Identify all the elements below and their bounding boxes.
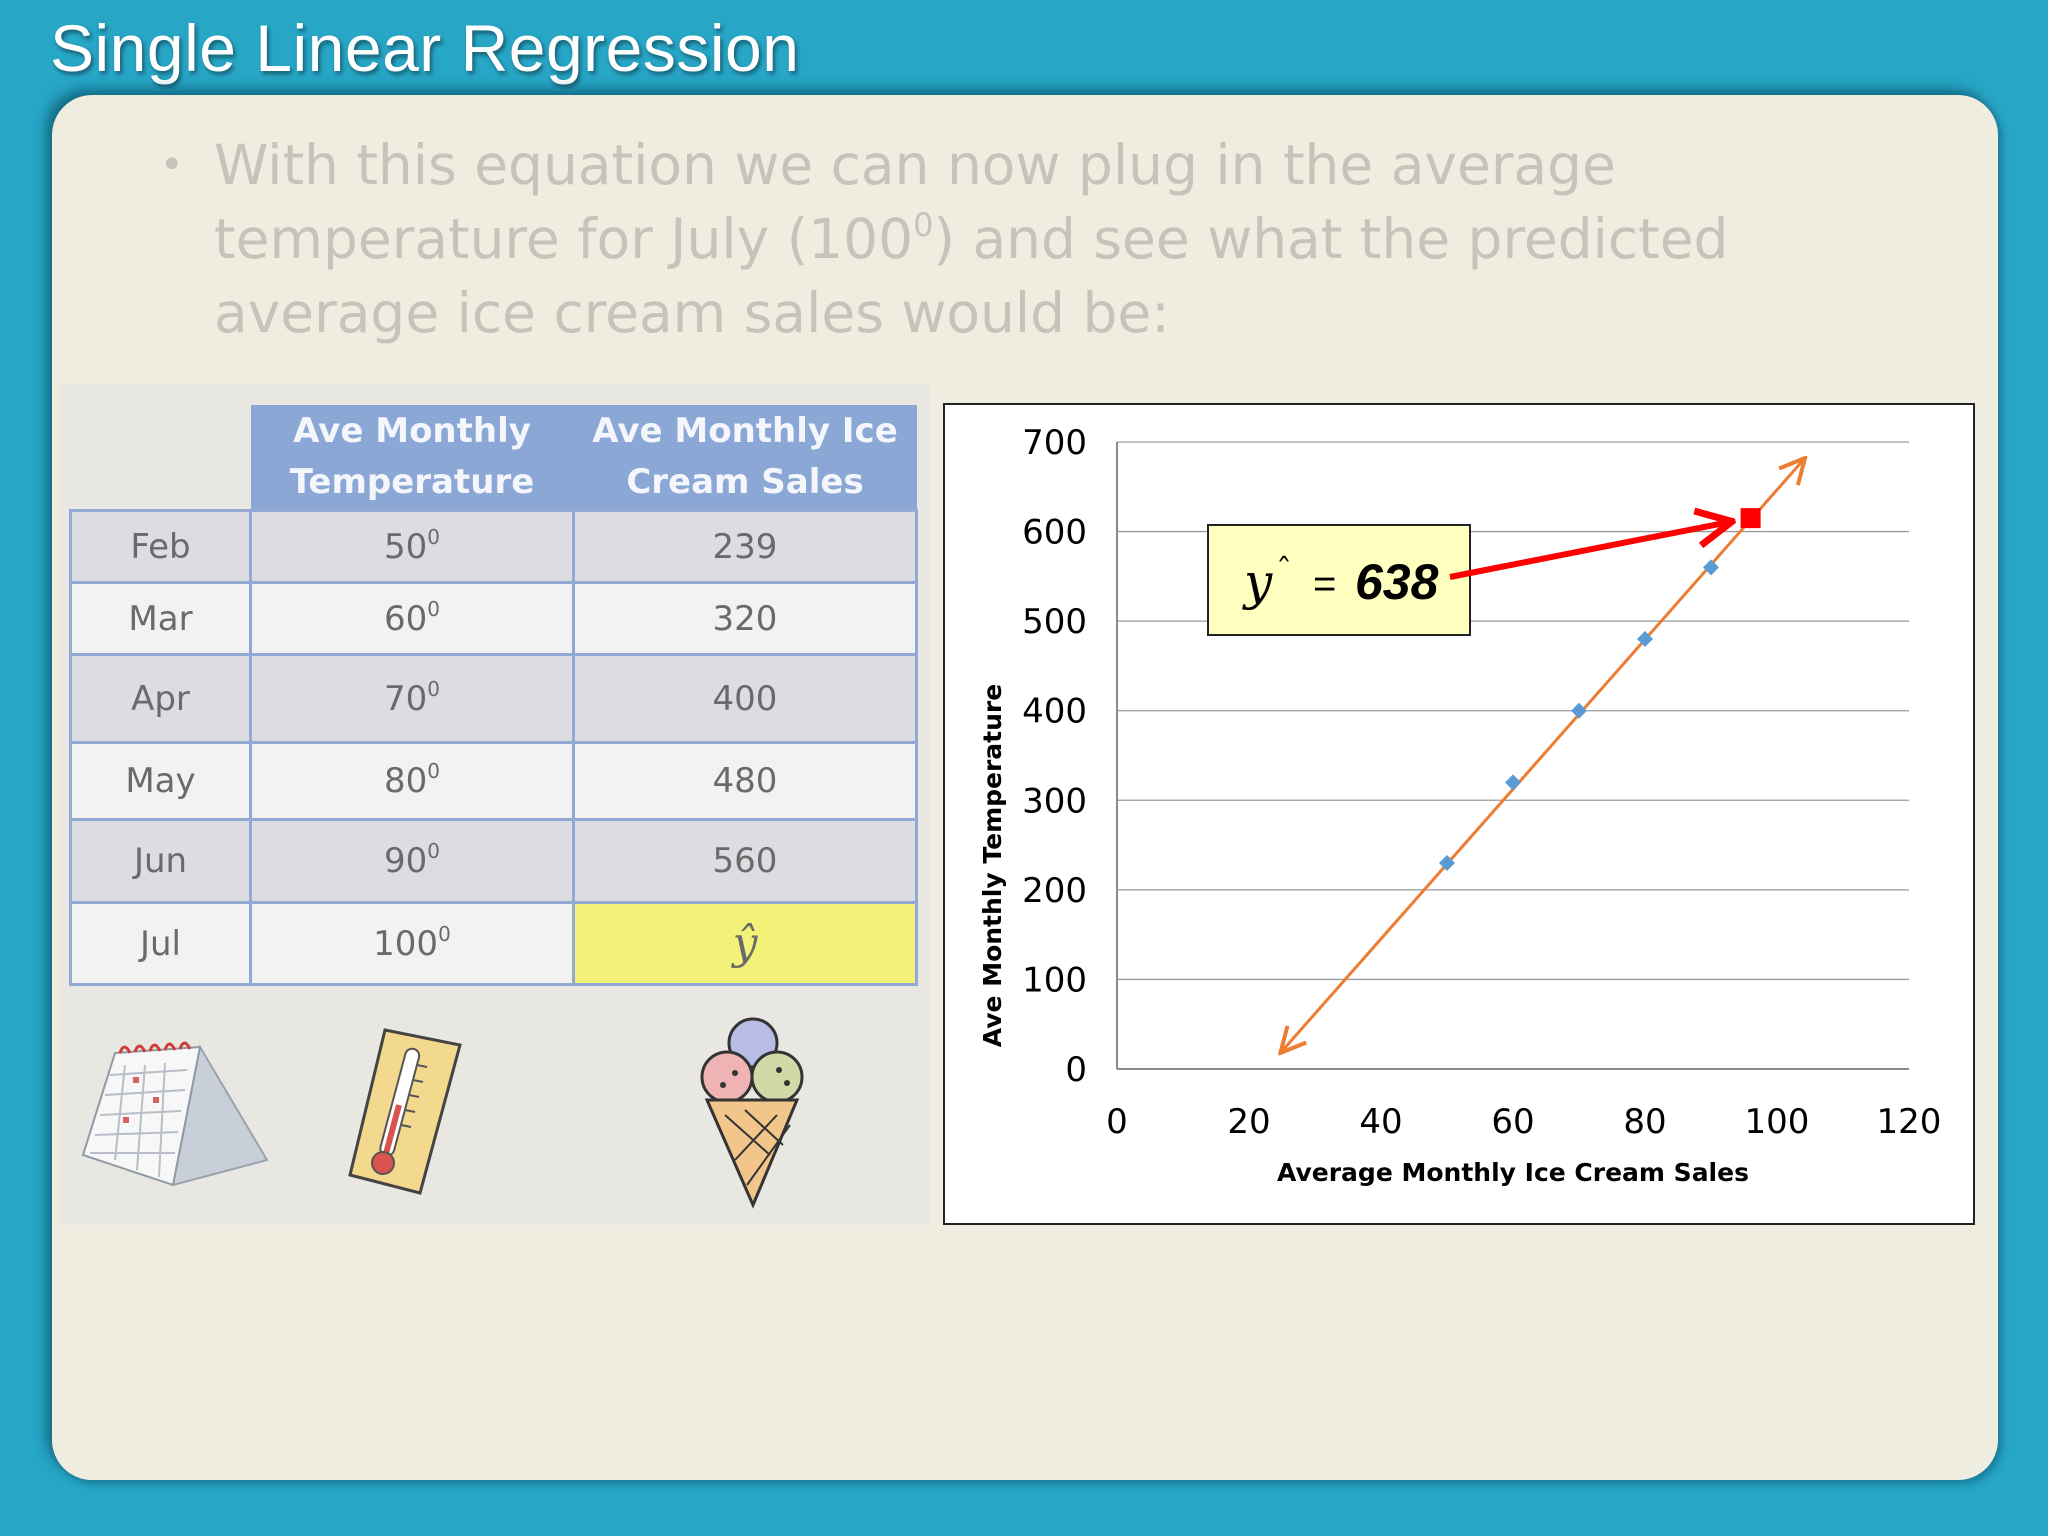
cell-sales: 560	[572, 818, 918, 904]
cell-sales: 400	[572, 653, 918, 744]
ice-cream-cone-icon	[700, 1017, 804, 1209]
table-row: May 800 480	[69, 741, 918, 821]
trendline	[1282, 460, 1803, 1051]
bullet-body: With this equation we can now plug in th…	[160, 128, 1780, 350]
cell-temp: 600	[249, 581, 575, 656]
header-temperature: Ave Monthly Temperature	[250, 405, 574, 511]
header-sales: Ave Monthly Ice Cream Sales	[573, 405, 917, 511]
bullet-dot: •	[160, 142, 184, 188]
bullet-text: • With this equation we can now plug in …	[160, 128, 1780, 350]
annotation-value: 638	[1355, 554, 1439, 610]
x-tick-label: 40	[1359, 1102, 1402, 1142]
data-point	[1505, 774, 1521, 791]
cell-temp: 800	[249, 741, 575, 821]
cell-month: Mar	[69, 581, 252, 656]
y-tick-label: 100	[1022, 960, 1087, 1000]
table-row: Jul 1000 ŷ	[69, 901, 918, 986]
thermometer-icon	[348, 1028, 462, 1195]
x-axis-title: Average Monthly Ice Cream Sales	[1277, 1158, 1749, 1187]
bullet-text-part2: ) and see what the predicted average ice…	[214, 207, 1729, 345]
bullet-text-part1: With this equation we can now plug in th…	[214, 133, 1616, 271]
slide-title: Single Linear Regression	[50, 11, 800, 85]
chart-container: 0 100 200 300 400 500 600 700 0 20 40 60 80 100 120 Ave…	[943, 403, 1975, 1225]
annotation-yhat-symbol: y	[1242, 553, 1273, 611]
cell-temp: 500	[249, 509, 575, 584]
cell-month: Jul	[69, 901, 252, 986]
header-blank	[71, 405, 251, 511]
data-point	[1571, 702, 1587, 719]
x-tick-label: 100	[1745, 1102, 1810, 1142]
y-tick-label: 200	[1022, 871, 1087, 911]
y-tick-label: 0	[1065, 1050, 1087, 1090]
y-tick-label: 400	[1022, 692, 1087, 732]
x-tick-label: 60	[1491, 1102, 1534, 1142]
annotation-arrow	[1449, 522, 1729, 580]
y-axis-title: Ave Monthly Temperature	[978, 684, 1007, 1047]
table-row: Apr 700 400	[69, 653, 918, 744]
y-tick-label: 300	[1022, 781, 1087, 821]
cell-month: May	[69, 741, 252, 821]
data-point	[1637, 631, 1653, 648]
table-row: Feb 500 239	[69, 509, 918, 584]
cell-sales: 320	[572, 581, 918, 656]
annotation-box	[1207, 524, 1471, 636]
x-tick-label: 20	[1227, 1102, 1270, 1142]
x-tick-label: 120	[1877, 1102, 1942, 1142]
scatter-chart: 0 100 200 300 400 500 600 700 0 20 40 60 80 100 120 Ave…	[978, 423, 1942, 1187]
cell-temp: 700	[249, 653, 575, 744]
cell-month: Apr	[69, 653, 252, 744]
calendar-icon	[81, 1041, 269, 1187]
annotation-equals: =	[1313, 562, 1336, 606]
table-row: Jun 900 560	[69, 818, 918, 904]
table-row: Mar 600 320	[69, 581, 918, 656]
annotation-hat: ˆ	[1276, 551, 1292, 589]
cell-month: Jun	[69, 818, 252, 904]
degree-superscript: 0	[913, 206, 934, 244]
y-tick-label: 600	[1022, 513, 1087, 553]
x-tick-label: 0	[1106, 1102, 1128, 1142]
cell-sales: 239	[572, 509, 918, 584]
table-header-row: Ave Monthly Temperature Ave Monthly Ice …	[71, 405, 917, 511]
data-point	[1439, 854, 1455, 871]
cell-sales: 480	[572, 741, 918, 821]
y-tick-label: 700	[1022, 423, 1087, 463]
cell-temp: 900	[249, 818, 575, 904]
data-point	[1703, 559, 1719, 576]
cell-temp: 1000	[249, 901, 575, 986]
cell-month: Feb	[69, 509, 252, 584]
x-tick-label: 80	[1623, 1102, 1666, 1142]
cell-predicted-sales: ŷ	[572, 901, 918, 986]
y-tick-label: 500	[1022, 602, 1087, 642]
predicted-point	[1740, 508, 1761, 529]
data-table: Ave Monthly Temperature Ave Monthly Ice …	[69, 405, 918, 986]
